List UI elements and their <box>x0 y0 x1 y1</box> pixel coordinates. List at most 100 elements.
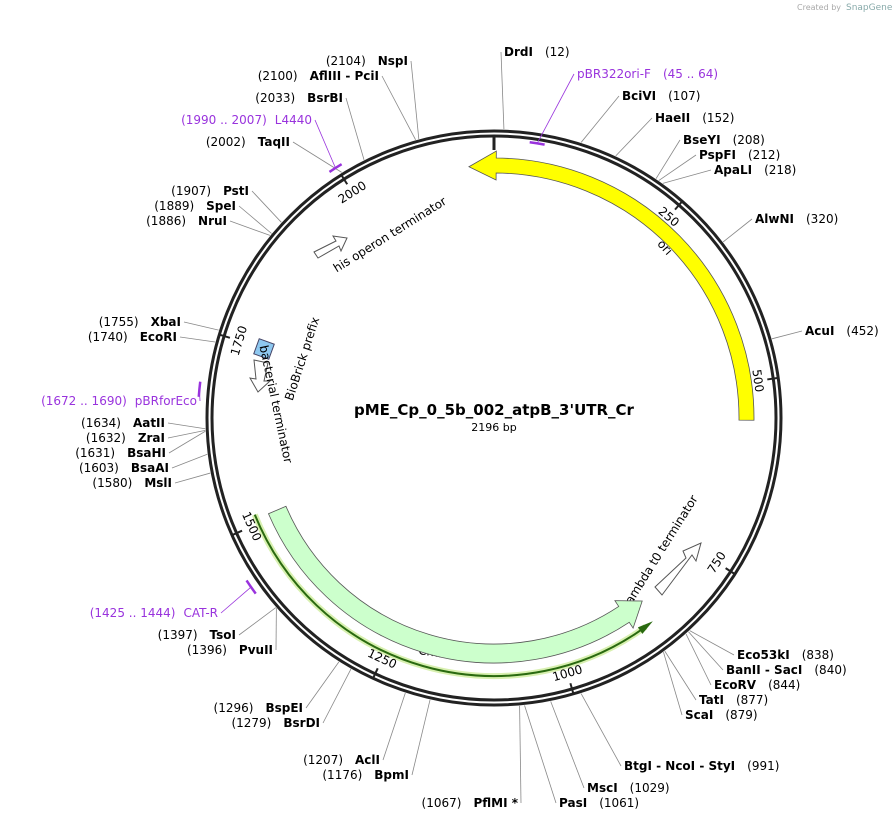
bacterial-terminator-arrow <box>249 359 272 393</box>
site-name: AcuI <box>805 324 834 338</box>
tick-mark <box>725 567 737 576</box>
site-label: PspFI (212) <box>699 148 780 162</box>
site-name: Eco53kI <box>737 648 790 662</box>
site-leader <box>722 218 753 243</box>
site-name: BsaAI <box>131 461 169 475</box>
site-label: AlwNI (320) <box>755 212 838 226</box>
site-leader <box>500 51 505 130</box>
tick-label: 500 <box>749 368 766 393</box>
site-leader <box>305 661 340 709</box>
primer-leader <box>199 389 201 402</box>
site-leader <box>382 692 406 761</box>
site-leader <box>519 705 522 804</box>
tick-label: 1750 <box>228 324 250 357</box>
site-leader <box>685 633 712 686</box>
site-name: XbaI <box>151 315 181 329</box>
orf-head <box>637 621 653 634</box>
site-leader <box>615 117 653 157</box>
site-leader <box>322 668 352 724</box>
site-position: (1396) <box>187 643 227 657</box>
site-label: (1889) SpeI <box>154 199 236 213</box>
plasmid-title: pME_Cp_0_5b_002_atpB_3'UTR_Cr <box>354 401 635 419</box>
site-position: (2100) <box>258 69 298 83</box>
site-label: MscI (1029) <box>587 781 670 795</box>
site-label: (1296) BspEI <box>214 701 303 715</box>
site-label: (1886) NruI <box>146 214 227 228</box>
site-position: (1634) <box>81 416 121 430</box>
primer-label: (1425 .. 1444) CAT-R <box>90 606 218 620</box>
primer-range: (1672 .. 1690) <box>41 394 127 408</box>
tick-label: 750 <box>705 549 729 576</box>
site-position: (1907) <box>171 184 211 198</box>
site-label: (1740) EcoRI <box>88 330 177 344</box>
primer-label: (1672 .. 1690) pBRforEco <box>41 394 197 408</box>
site-name: PasI <box>559 796 587 810</box>
site-position: (1067) <box>422 796 462 810</box>
site-label: (1631) BsaHI <box>75 446 166 460</box>
site-name: MslI <box>144 476 172 490</box>
site-name: BsrDI <box>283 716 320 730</box>
site-name: AlwNI <box>755 212 794 226</box>
primer-range: (1425 .. 1444) <box>90 606 176 620</box>
primer-name: pBR322ori-F <box>577 67 651 81</box>
feature-label: bacterial terminator <box>257 344 296 465</box>
site-name: PflMI * <box>473 796 518 810</box>
site-name: ApaLI <box>714 163 752 177</box>
primer-name: CAT-R <box>183 606 218 620</box>
site-leader <box>174 472 211 484</box>
site-leader <box>580 693 622 767</box>
site-label: (1176) BpmI <box>322 768 409 782</box>
site-position: (1176) <box>322 768 362 782</box>
site-name: BpmI <box>374 768 409 782</box>
tick-mark <box>230 529 243 537</box>
site-name: BciVI <box>622 89 656 103</box>
site-name: PvuII <box>239 643 273 657</box>
watermark-prefix: Created by <box>797 3 841 12</box>
biobrick-box <box>253 338 275 360</box>
site-label: AcuI (452) <box>805 324 879 338</box>
site-leader <box>655 139 681 179</box>
his-terminator-arrow <box>313 235 348 259</box>
site-position: (1207) <box>303 753 343 767</box>
site-leader <box>183 321 219 331</box>
feature-label: his operon terminator <box>331 194 449 275</box>
site-position: (1631) <box>75 446 115 460</box>
site-position: (1889) <box>154 199 194 213</box>
site-position: (1296) <box>214 701 254 715</box>
site-label: DrdI (12) <box>504 45 570 59</box>
site-leader <box>167 430 206 439</box>
site-label: (1755) XbaI <box>99 315 181 329</box>
site-label: EcoRV (844) <box>714 678 800 692</box>
site-position: (218) <box>764 163 796 177</box>
site-leader <box>238 607 277 636</box>
site-position: (1886) <box>146 214 186 228</box>
site-leader <box>179 336 216 343</box>
site-label: BtgI - NcoI - StyI (991) <box>624 759 779 773</box>
site-leader <box>345 97 365 160</box>
site-position: (1740) <box>88 330 128 344</box>
site-leader <box>658 154 697 181</box>
site-label: (1603) BsaAI <box>79 461 169 475</box>
site-position: (107) <box>668 89 700 103</box>
site-leader <box>663 651 683 716</box>
primer-arc <box>529 141 545 146</box>
cmr-arrow <box>267 505 643 664</box>
feature-label: BioBrick prefix <box>282 315 322 402</box>
site-label: PasI (1061) <box>559 796 639 810</box>
site-position: (1580) <box>92 476 132 490</box>
site-label: TatI (877) <box>699 693 768 707</box>
primer-name: pBRforEco <box>135 394 197 408</box>
site-label: (1207) AclI <box>303 753 380 767</box>
site-name: NspI <box>378 54 408 68</box>
site-name: TsoI <box>210 628 236 642</box>
ori-arrow <box>468 150 755 421</box>
site-leader <box>251 190 282 223</box>
site-position: (1061) <box>599 796 639 810</box>
site-name: BseYI <box>683 133 721 147</box>
site-label: (2100) AflIII - PciI <box>258 69 379 83</box>
site-leader <box>550 701 585 789</box>
site-leader <box>524 705 557 804</box>
site-position: (2002) <box>206 135 246 149</box>
site-label: Eco53kI (838) <box>737 648 834 662</box>
